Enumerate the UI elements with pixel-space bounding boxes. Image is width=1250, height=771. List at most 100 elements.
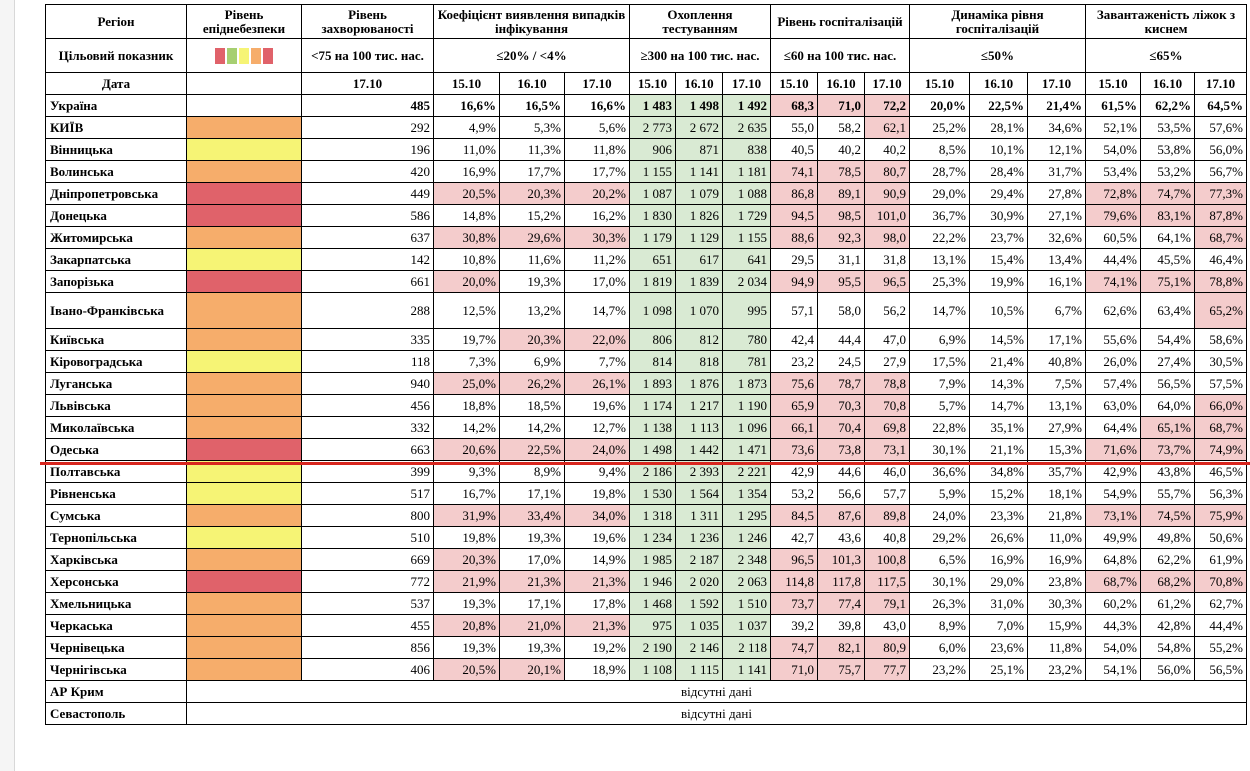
- hospitalization-dynamics-value: 26,3%: [909, 592, 970, 615]
- hospitalization-dynamics-value: 16,1%: [1027, 270, 1086, 293]
- table-row: Львівська 456 18,8% 18,5% 19,6% 1 174 1 217 1 1…: [45, 394, 1247, 417]
- testing-value: 871: [675, 138, 723, 161]
- incidence-value: 485: [301, 94, 434, 117]
- detection-value: 20,1%: [499, 658, 565, 681]
- hospitalization-dynamics-value: 7,5%: [1027, 372, 1086, 395]
- region-name: Вінницька: [45, 138, 187, 161]
- hospitalization-dynamics-value: 23,2%: [909, 658, 970, 681]
- region-name: Херсонська: [45, 570, 187, 593]
- hospitalization-value: 95,5: [817, 270, 865, 293]
- testing-value: 1 442: [675, 438, 723, 461]
- detection-value: 12,7%: [564, 416, 630, 439]
- detection-value: 30,8%: [433, 226, 500, 249]
- epidemic-level-cell: [186, 482, 302, 505]
- header-hospitalization-dynamics: Динаміка рівня госпіталізацій: [909, 4, 1086, 39]
- detection-value: 19,6%: [564, 526, 630, 549]
- date-d3: 17.10: [564, 72, 630, 95]
- hospitalization-dynamics-value: 25,2%: [909, 116, 970, 139]
- hospitalization-dynamics-value: 30,1%: [909, 570, 970, 593]
- oxygen-beds-value: 66,0%: [1194, 394, 1247, 417]
- hospitalization-value: 58,2: [817, 116, 865, 139]
- detection-value: 12,5%: [433, 292, 500, 329]
- region-name: КИЇВ: [45, 116, 187, 139]
- detection-value: 19,3%: [499, 270, 565, 293]
- hospitalization-dynamics-value: 23,8%: [1027, 570, 1086, 593]
- detection-value: 17,7%: [564, 160, 630, 183]
- testing-value: 1 070: [675, 292, 723, 329]
- detection-value: 13,2%: [499, 292, 565, 329]
- missing-data-note: відсутні дані: [186, 702, 1247, 725]
- epidemic-level-cell: [186, 460, 302, 483]
- oxygen-beds-value: 72,8%: [1085, 182, 1141, 205]
- hospitalization-value: 69,8: [864, 416, 910, 439]
- epidemic-level-cell: [186, 394, 302, 417]
- oxygen-beds-value: 53,5%: [1140, 116, 1195, 139]
- hospitalization-dynamics-value: 26,6%: [969, 526, 1028, 549]
- region-name: Миколаївська: [45, 416, 187, 439]
- hospitalization-dynamics-value: 17,5%: [909, 350, 970, 373]
- incidence-value: 406: [301, 658, 434, 681]
- hospitalization-value: 96,5: [770, 548, 818, 571]
- testing-value: 1 592: [675, 592, 723, 615]
- region-name: Кіровоградська: [45, 350, 187, 373]
- oxygen-beds-value: 44,4%: [1085, 248, 1141, 271]
- hospitalization-value: 84,5: [770, 504, 818, 527]
- testing-value: 1 108: [629, 658, 676, 681]
- oxygen-beds-value: 64,1%: [1140, 226, 1195, 249]
- header-region: Регіон: [45, 4, 187, 39]
- detection-value: 17,0%: [499, 548, 565, 571]
- oxygen-beds-value: 54,1%: [1085, 658, 1141, 681]
- testing-value: 2 020: [675, 570, 723, 593]
- header-incidence: Рівень захворюваності: [301, 4, 434, 39]
- hospitalization-value: 92,3: [817, 226, 865, 249]
- hospitalization-value: 66,1: [770, 416, 818, 439]
- testing-value: 2 190: [629, 636, 676, 659]
- epidemic-level-cell: [186, 328, 302, 351]
- oxygen-beds-value: 71,6%: [1085, 438, 1141, 461]
- testing-value: 1 893: [629, 372, 676, 395]
- epidemic-level-cell: [186, 116, 302, 139]
- oxygen-beds-value: 57,6%: [1194, 116, 1247, 139]
- detection-value: 17,7%: [499, 160, 565, 183]
- hospitalization-dynamics-value: 12,1%: [1027, 138, 1086, 161]
- incidence-value: 455: [301, 614, 434, 637]
- hospitalization-dynamics-value: 16,9%: [1027, 548, 1086, 571]
- hospitalization-dynamics-value: 10,1%: [969, 138, 1028, 161]
- region-name: Севастополь: [45, 702, 187, 725]
- hospitalization-dynamics-value: 7,9%: [909, 372, 970, 395]
- detection-value: 7,3%: [433, 350, 500, 373]
- testing-value: 2 773: [629, 116, 676, 139]
- oxygen-beds-value: 73,1%: [1085, 504, 1141, 527]
- hospitalization-value: 117,5: [864, 570, 910, 593]
- testing-value: 1 155: [629, 160, 676, 183]
- legend-color-chip: [227, 47, 237, 64]
- oxygen-beds-value: 74,7%: [1140, 182, 1195, 205]
- testing-value: 1 113: [675, 416, 723, 439]
- detection-value: 11,6%: [499, 248, 565, 271]
- oxygen-beds-value: 56,5%: [1194, 658, 1247, 681]
- hospitalization-value: 40,8: [864, 526, 910, 549]
- testing-value: 2 187: [675, 548, 723, 571]
- hospitalization-dynamics-value: 21,4%: [1027, 94, 1086, 117]
- incidence-value: 449: [301, 182, 434, 205]
- incidence-value: 142: [301, 248, 434, 271]
- oxygen-beds-value: 50,6%: [1194, 526, 1247, 549]
- hospitalization-value: 94,5: [770, 204, 818, 227]
- viewer-left-edge: [0, 0, 15, 771]
- hospitalization-value: 94,9: [770, 270, 818, 293]
- testing-value: 1 181: [722, 160, 771, 183]
- detection-value: 26,1%: [564, 372, 630, 395]
- hospitalization-dynamics-value: 15,2%: [969, 482, 1028, 505]
- region-name: Хмельницька: [45, 592, 187, 615]
- hospitalization-value: 44,4: [817, 328, 865, 351]
- epidemic-level-cell: [186, 226, 302, 249]
- hospitalization-dynamics-value: 16,9%: [969, 548, 1028, 571]
- legend-color-chip: [215, 47, 225, 64]
- hospitalization-value: 56,2: [864, 292, 910, 329]
- hospitalization-dynamics-value: 27,1%: [1027, 204, 1086, 227]
- oxygen-beds-value: 70,8%: [1194, 570, 1247, 593]
- oxygen-beds-value: 56,0%: [1140, 658, 1195, 681]
- date-d2: 16.10: [499, 72, 565, 95]
- hospitalization-value: 70,4: [817, 416, 865, 439]
- hospitalization-dynamics-value: 28,1%: [969, 116, 1028, 139]
